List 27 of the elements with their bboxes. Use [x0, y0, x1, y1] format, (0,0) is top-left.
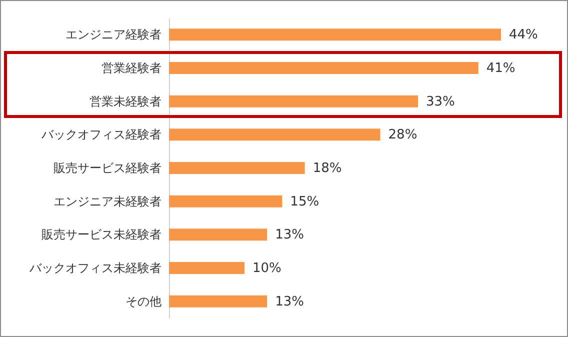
- y-tick-label: エンジニア経験者: [66, 28, 162, 42]
- bar: [169, 162, 305, 174]
- bar: [169, 228, 268, 241]
- bar: [169, 95, 418, 108]
- y-tick-label: 販売サービス経験者: [54, 161, 162, 175]
- y-tick-label: バックオフィス未経験者: [28, 261, 162, 275]
- data-label: 28%: [388, 128, 418, 143]
- y-tick-label: エンジニア未経験者: [54, 194, 162, 208]
- y-tick-label: 営業経験者: [102, 61, 162, 75]
- bar: [169, 295, 268, 308]
- data-label: 13%: [275, 228, 304, 243]
- data-label: 13%: [275, 294, 304, 310]
- data-label: 44%: [509, 28, 538, 43]
- y-tick-label: バックオフィス経験者: [40, 128, 162, 142]
- data-label: 41%: [486, 61, 516, 76]
- data-label: 18%: [312, 161, 342, 176]
- data-label: 15%: [290, 194, 320, 210]
- y-tick-label: その他: [126, 294, 162, 308]
- y-tick-label: 販売サービス未経験者: [42, 228, 162, 242]
- bar: [169, 262, 244, 274]
- y-tick-label: 営業未経験者: [90, 94, 162, 108]
- data-label: 10%: [252, 261, 282, 276]
- bar: [169, 62, 478, 74]
- bar: [169, 28, 501, 41]
- bar: [169, 195, 282, 208]
- bar: [169, 128, 380, 141]
- data-label: 33%: [426, 94, 455, 110]
